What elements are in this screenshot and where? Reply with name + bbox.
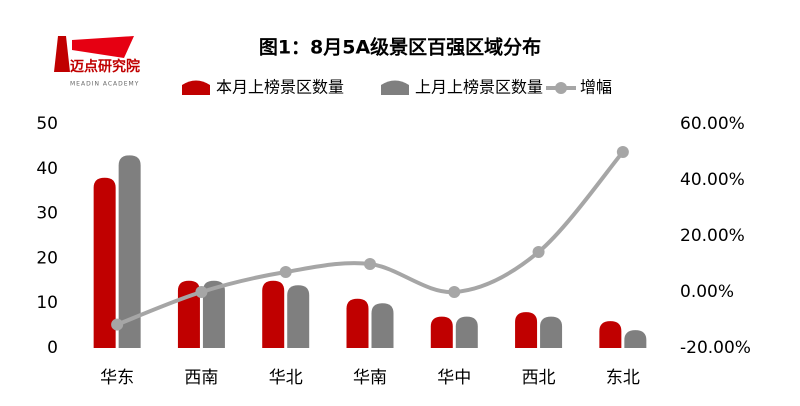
logo-name: 迈点研究院	[70, 58, 140, 75]
bar	[371, 303, 394, 348]
logo-flag	[72, 36, 134, 58]
line-point	[448, 286, 461, 298]
logo-tower	[54, 36, 70, 72]
y2-tick-label: 40.00%	[680, 170, 745, 190]
y2-tick-label: 20.00%	[680, 226, 745, 246]
y-tick-label: 50	[36, 114, 58, 134]
bar	[118, 155, 141, 348]
legend-swatch	[182, 80, 210, 95]
x-tick-label: 东北	[606, 368, 640, 388]
x-tick-label: 华北	[269, 368, 303, 388]
line-point	[195, 286, 208, 298]
bar	[93, 177, 116, 348]
x-tick-label: 西南	[184, 368, 218, 388]
x-tick-label: 华东	[100, 368, 134, 388]
y-tick-label: 0	[47, 338, 58, 358]
line-point	[364, 258, 376, 270]
line-point	[279, 266, 292, 279]
x-tick-label: 华中	[437, 368, 471, 388]
line-point	[111, 318, 124, 331]
line-point	[532, 245, 545, 258]
y2-tick-label: 0.00%	[680, 282, 734, 302]
y2-tick-label: -20.00%	[680, 338, 751, 358]
legend-label: 本月上榜景区数量	[216, 78, 344, 97]
y-tick-label: 20	[36, 248, 58, 268]
legend-marker	[555, 82, 567, 94]
bar	[624, 330, 647, 348]
logo: 迈点研究院 MEADIN ACADEMY	[54, 36, 140, 88]
y2-tick-label: 60.00%	[680, 114, 745, 134]
bar	[262, 280, 285, 348]
bar	[346, 298, 369, 348]
chart-title: 图1：8月5A级景区百强区域分布	[259, 36, 541, 59]
logo-subtitle: MEADIN ACADEMY	[70, 81, 139, 88]
bar	[455, 316, 478, 348]
legend-label: 上月上榜景区数量	[415, 78, 543, 97]
bar	[287, 285, 310, 348]
legend-label: 增幅	[580, 78, 612, 97]
x-tick-label: 华南	[353, 368, 387, 388]
bar	[515, 312, 538, 348]
y-tick-label: 30	[36, 204, 58, 224]
bar	[430, 316, 453, 348]
bar	[540, 316, 563, 348]
bar	[599, 321, 622, 348]
y-tick-label: 10	[36, 293, 58, 313]
line-point	[616, 146, 629, 158]
x-tick-label: 西北	[522, 368, 556, 388]
y-tick-label: 40	[36, 159, 58, 179]
legend-swatch	[381, 80, 409, 95]
bar	[202, 280, 225, 348]
